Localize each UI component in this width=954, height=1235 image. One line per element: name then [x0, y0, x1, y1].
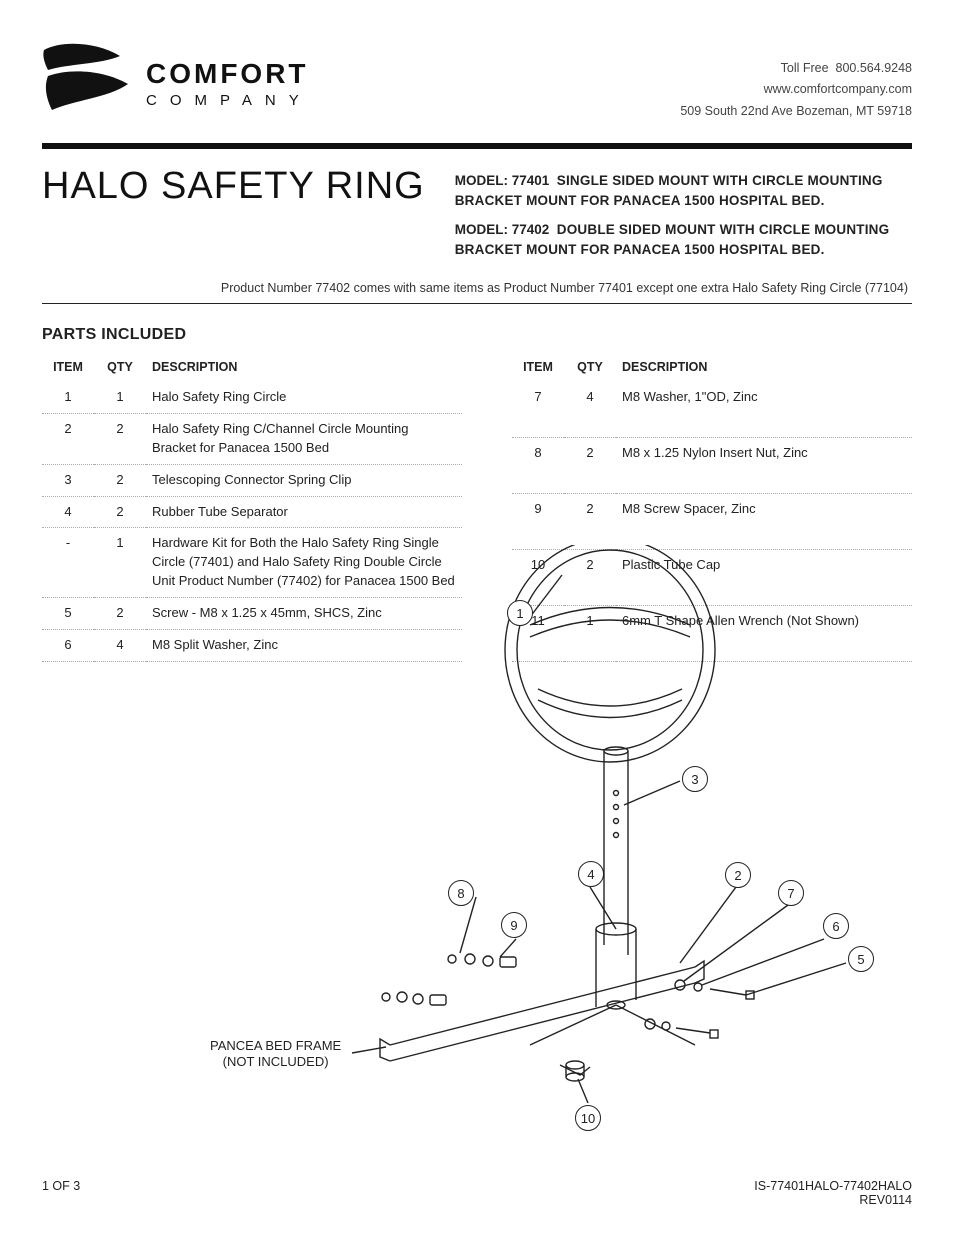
cell-item: 6 — [42, 629, 94, 661]
callout-6: 6 — [823, 913, 849, 939]
cell-item: 2 — [42, 414, 94, 465]
assembly-diagram: PANCEA BED FRAME(NOT INCLUDED) 1 3 4 2 8 7 9 6 5… — [180, 545, 880, 1155]
cell-desc: M8 Washer, 1"OD, Zinc — [616, 382, 912, 437]
callout-1: 1 — [507, 600, 533, 626]
cell-qty: 1 — [94, 382, 146, 413]
logo-sub: COMPANY — [146, 92, 312, 109]
cell-qty: 2 — [94, 464, 146, 496]
cell-desc: Telescoping Connector Spring Clip — [146, 464, 462, 496]
product-note: Product Number 77402 comes with same ite… — [42, 281, 908, 295]
contact-website: www.comfortcompany.com — [680, 79, 912, 100]
table-row: 11Halo Safety Ring Circle — [42, 382, 462, 413]
note-rule — [42, 303, 912, 304]
parts-section-title: PARTS INCLUDED — [42, 326, 912, 344]
doc-id: IS-77401HALO-77402HALO — [754, 1179, 912, 1193]
cell-qty: 1 — [94, 528, 146, 598]
callout-4: 4 — [578, 861, 604, 887]
callout-3: 3 — [682, 766, 708, 792]
logo-main: COMFORT — [146, 58, 312, 90]
th-desc: DESCRIPTION — [616, 356, 912, 382]
cell-item: 9 — [512, 493, 564, 549]
model-label: MODEL: 77401 — [455, 173, 550, 188]
table-row: 74M8 Washer, 1"OD, Zinc — [512, 382, 912, 437]
table-row: 82M8 x 1.25 Nylon Insert Nut, Zinc — [512, 437, 912, 493]
th-qty: QTY — [94, 356, 146, 382]
th-qty: QTY — [564, 356, 616, 382]
callout-9: 9 — [501, 912, 527, 938]
model-row: MODEL: 77402 DOUBLE SIDED MOUNT WITH CIR… — [455, 220, 912, 259]
title-row: HALO SAFETY RING MODEL: 77401 SINGLE SID… — [42, 167, 912, 269]
cell-qty: 4 — [94, 629, 146, 661]
logo-icon — [42, 40, 132, 123]
cell-item: 1 — [42, 382, 94, 413]
cell-item: 3 — [42, 464, 94, 496]
contact-toll-free: Toll Free 800.564.9248 — [680, 58, 912, 79]
cell-qty: 2 — [94, 496, 146, 528]
th-item: ITEM — [42, 356, 94, 382]
cell-desc: Halo Safety Ring Circle — [146, 382, 462, 413]
frame-label: PANCEA BED FRAME(NOT INCLUDED) — [210, 1038, 341, 1071]
header: COMFORT COMPANY Toll Free 800.564.9248 w… — [42, 40, 912, 123]
cell-qty: 4 — [564, 382, 616, 437]
page-number: 1 OF 3 — [42, 1179, 80, 1207]
callout-5: 5 — [848, 946, 874, 972]
cell-qty: 2 — [94, 414, 146, 465]
logo-block: COMFORT COMPANY — [42, 40, 312, 123]
table-row: 92M8 Screw Spacer, Zinc — [512, 493, 912, 549]
th-item: ITEM — [512, 356, 564, 382]
callout-7: 7 — [778, 880, 804, 906]
doc-id-block: IS-77401HALO-77402HALO REV0114 — [754, 1179, 912, 1207]
cell-item: - — [42, 528, 94, 598]
table-row: 22Halo Safety Ring C/Channel Circle Moun… — [42, 414, 462, 465]
cell-qty: 2 — [94, 598, 146, 630]
cell-item: 4 — [42, 496, 94, 528]
callout-2: 2 — [725, 862, 751, 888]
cell-qty: 2 — [564, 493, 616, 549]
product-title: HALO SAFETY RING — [42, 167, 425, 205]
cell-desc: Rubber Tube Separator — [146, 496, 462, 528]
cell-desc: M8 Screw Spacer, Zinc — [616, 493, 912, 549]
header-rule — [42, 143, 912, 149]
cell-desc: Halo Safety Ring C/Channel Circle Mounti… — [146, 414, 462, 465]
cell-qty: 2 — [564, 437, 616, 493]
callout-8: 8 — [448, 880, 474, 906]
models-block: MODEL: 77401 SINGLE SIDED MOUNT WITH CIR… — [455, 167, 912, 269]
callout-10: 10 — [575, 1105, 601, 1131]
model-row: MODEL: 77401 SINGLE SIDED MOUNT WITH CIR… — [455, 171, 912, 210]
model-label: MODEL: 77402 — [455, 222, 550, 237]
contact-block: Toll Free 800.564.9248 www.comfortcompan… — [680, 58, 912, 122]
cell-desc: M8 x 1.25 Nylon Insert Nut, Zinc — [616, 437, 912, 493]
cell-item: 5 — [42, 598, 94, 630]
table-row: 32Telescoping Connector Spring Clip — [42, 464, 462, 496]
rev-id: REV0114 — [754, 1193, 912, 1207]
logo-text: COMFORT COMPANY — [146, 58, 312, 109]
table-row: 42Rubber Tube Separator — [42, 496, 462, 528]
footer: 1 OF 3 IS-77401HALO-77402HALO REV0114 — [42, 1179, 912, 1207]
th-desc: DESCRIPTION — [146, 356, 462, 382]
cell-item: 8 — [512, 437, 564, 493]
contact-address: 509 South 22nd Ave Bozeman, MT 59718 — [680, 101, 912, 122]
cell-item: 7 — [512, 382, 564, 437]
